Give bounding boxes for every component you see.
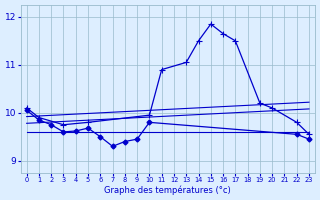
X-axis label: Graphe des températures (°c): Graphe des températures (°c)	[104, 186, 231, 195]
